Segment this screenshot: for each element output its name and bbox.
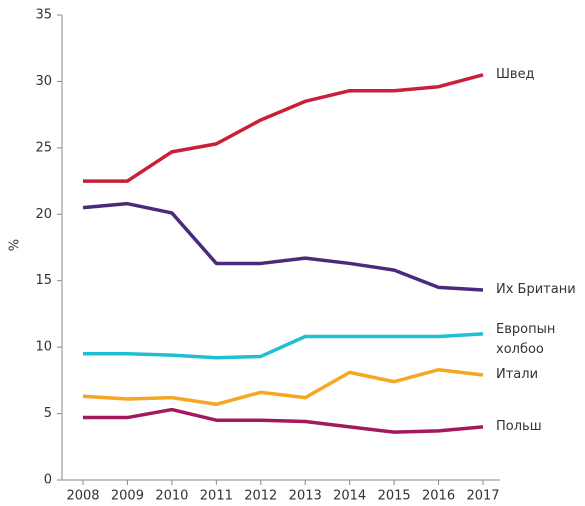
- y-tick-label: 20: [35, 207, 52, 222]
- series-line: [83, 73, 484, 183]
- x-tick-label: 2009: [111, 489, 144, 504]
- y-tick-label: 0: [44, 473, 52, 488]
- x-tick-label: 2011: [200, 489, 233, 504]
- y-tick-label: 10: [35, 340, 52, 355]
- x-tick-label: 2008: [66, 489, 99, 504]
- series-line: [82, 367, 484, 407]
- x-tick-label: 2013: [289, 489, 322, 504]
- y-tick-label: 5: [44, 406, 52, 421]
- y-tick-label: 15: [35, 273, 52, 288]
- x-tick-label: 2015: [378, 489, 411, 504]
- series-label: Польш: [496, 418, 542, 434]
- series-line: [82, 201, 484, 292]
- y-tick-label: 30: [35, 74, 52, 89]
- x-tick-label: 2017: [466, 489, 499, 504]
- series-label: Швед: [496, 66, 535, 82]
- series-line: [83, 332, 484, 360]
- y-axis-label: %: [8, 239, 23, 251]
- y-tick-label: 35: [35, 8, 52, 23]
- x-tick-label: 2014: [333, 489, 366, 504]
- x-tick-label: 2016: [422, 489, 455, 504]
- series-label: Европын холбоо: [496, 321, 556, 357]
- series-label: Итали: [496, 367, 539, 383]
- x-tick-label: 2010: [155, 489, 188, 504]
- y-tick-label: 25: [35, 140, 52, 155]
- series-line: [83, 407, 484, 434]
- series-label: Их Британи: [496, 282, 576, 297]
- x-tick-label: 2012: [244, 489, 277, 504]
